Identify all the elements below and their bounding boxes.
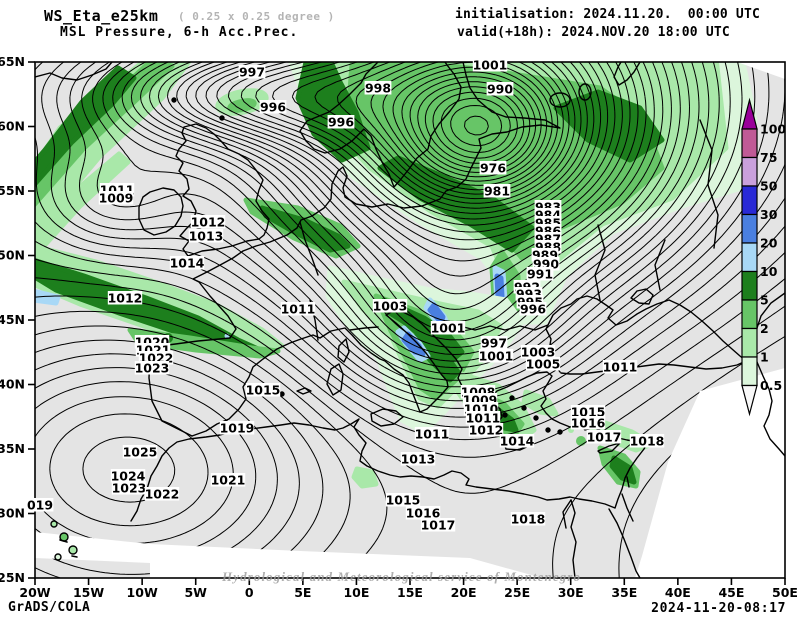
isobar-label: 1001: [473, 58, 508, 73]
grads-credit: GrADS/COLA: [8, 600, 91, 615]
coastlines: [35, 62, 747, 522]
isobar-label: 1025: [123, 445, 158, 460]
y-tick-label: 25N: [0, 570, 25, 585]
isobar-labels: 9979969989961001990976981983984985986987…: [26, 58, 665, 533]
isobar-label: 981: [484, 184, 510, 199]
isobar-label: 1001: [479, 349, 514, 364]
isobar-label: 1011: [281, 302, 316, 317]
y-tick-label: 55N: [0, 183, 25, 198]
isobar-label: 1019: [220, 421, 255, 436]
isobar-label: 1023: [135, 361, 170, 376]
isobar-label: 998: [365, 81, 391, 96]
y-tick-label: 40N: [0, 377, 25, 392]
y-tick-label: 45N: [0, 312, 25, 327]
model-title: WS_Eta_e25km: [44, 7, 159, 25]
x-tick-label: 30E: [558, 585, 584, 600]
isobar-label: 1024: [111, 469, 146, 484]
isobar-label: 991: [527, 267, 553, 282]
colorbar-value: 2: [760, 321, 769, 336]
isobar-label: 1017: [421, 518, 456, 533]
isobar-label: 996: [328, 115, 354, 130]
initialisation-time: initialisation: 2024.11.20. 00:00 UTC: [455, 7, 761, 22]
y-tick-label: 60N: [0, 119, 25, 134]
x-tick-label: 25E: [504, 585, 530, 600]
y-tick-label: 50N: [0, 248, 25, 263]
isobar-label: 1018: [511, 512, 546, 527]
isobar-label: 1014: [170, 256, 205, 271]
colorbar-value: 10: [760, 264, 778, 279]
colorbar-value: 20: [760, 236, 778, 251]
chart-subtitle: MSL Pressure, 6-h Acc.Prec.: [60, 25, 299, 40]
map-layers: [35, 62, 785, 578]
isobar-label: 1009: [99, 191, 134, 206]
isobar-label: 1011: [466, 411, 501, 426]
x-tick-label: 15W: [73, 585, 104, 600]
isobar-label: 990: [487, 82, 513, 97]
isobar-label: 1015: [571, 405, 606, 420]
isobar-label: 1012: [469, 423, 504, 438]
isobar-label: 1021: [211, 473, 246, 488]
isobar-label: 1003: [521, 345, 556, 360]
y-tick-label: 30N: [0, 506, 25, 521]
isobar-label: 997: [481, 336, 507, 351]
colorbar-value: 75: [760, 150, 777, 165]
isobar-label: 1017: [587, 430, 622, 445]
isobar-label: 996: [520, 302, 546, 317]
precip-colorbar: 100 75 50 30 20 10 5 2 1 0.5: [741, 97, 786, 417]
isobar-label: 1016: [406, 506, 441, 521]
x-tick-label: 5E: [294, 585, 311, 600]
x-tick-label: 40E: [665, 585, 691, 600]
isobar-label: 976: [480, 161, 506, 176]
x-tick-label: 50E: [772, 585, 798, 600]
run-timestamp: 2024-11-20-08:17: [651, 601, 786, 616]
isobar-label: 997: [239, 65, 265, 80]
x-tick-label: 15E: [397, 585, 423, 600]
isobar-label: 1018: [630, 434, 665, 449]
colorbar-value: 50: [760, 179, 778, 194]
x-tick-label: 20W: [19, 585, 50, 600]
y-tick-label: 65N: [0, 54, 25, 69]
isobar-label: 1023: [112, 481, 147, 496]
valid-time: valid(+18h): 2024.NOV.20 18:00 UTC: [457, 25, 730, 40]
isobar-label: 019: [27, 498, 53, 513]
domain-edge-masks: [35, 62, 785, 578]
colorbar-value: 1: [760, 350, 769, 365]
colorbar-value: 100: [760, 122, 786, 137]
x-tick-label: 45E: [718, 585, 744, 600]
isobar-label: 1022: [145, 487, 180, 502]
colorbar-value: 0.5: [760, 378, 782, 393]
model-resolution: ( 0.25 x 0.25 degree ): [178, 10, 335, 23]
isobar-label: 1015: [246, 383, 281, 398]
x-tick-label: 10W: [127, 585, 158, 600]
isobar-label: 996: [260, 100, 286, 115]
isobar-label: 1003: [373, 299, 408, 314]
x-tick-label: 10E: [343, 585, 369, 600]
post-mask-coastlines: [50, 292, 785, 578]
isobar-label: 1011: [603, 360, 638, 375]
y-tick-label: 35N: [0, 441, 25, 456]
isobar-label: 1013: [189, 229, 224, 244]
isobar-label: 1005: [526, 357, 561, 372]
isobar-label: 1015: [386, 493, 421, 508]
colorbar-value: 5: [760, 293, 769, 308]
isobar-label: 1014: [500, 434, 535, 449]
x-tick-label: 5W: [184, 585, 207, 600]
isobar-label: 1001: [431, 321, 466, 336]
isobar-label: 1011: [415, 427, 450, 442]
x-tick-label: 20E: [451, 585, 477, 600]
isobar-label: 1016: [571, 416, 606, 431]
colorbar-value: 30: [760, 207, 778, 222]
x-tick-label: 0: [245, 585, 254, 600]
isobar-label: 1012: [108, 291, 143, 306]
x-tick-label: 35E: [611, 585, 637, 600]
isobar-label: 1012: [191, 215, 226, 230]
isobar-label: 1013: [401, 452, 436, 467]
